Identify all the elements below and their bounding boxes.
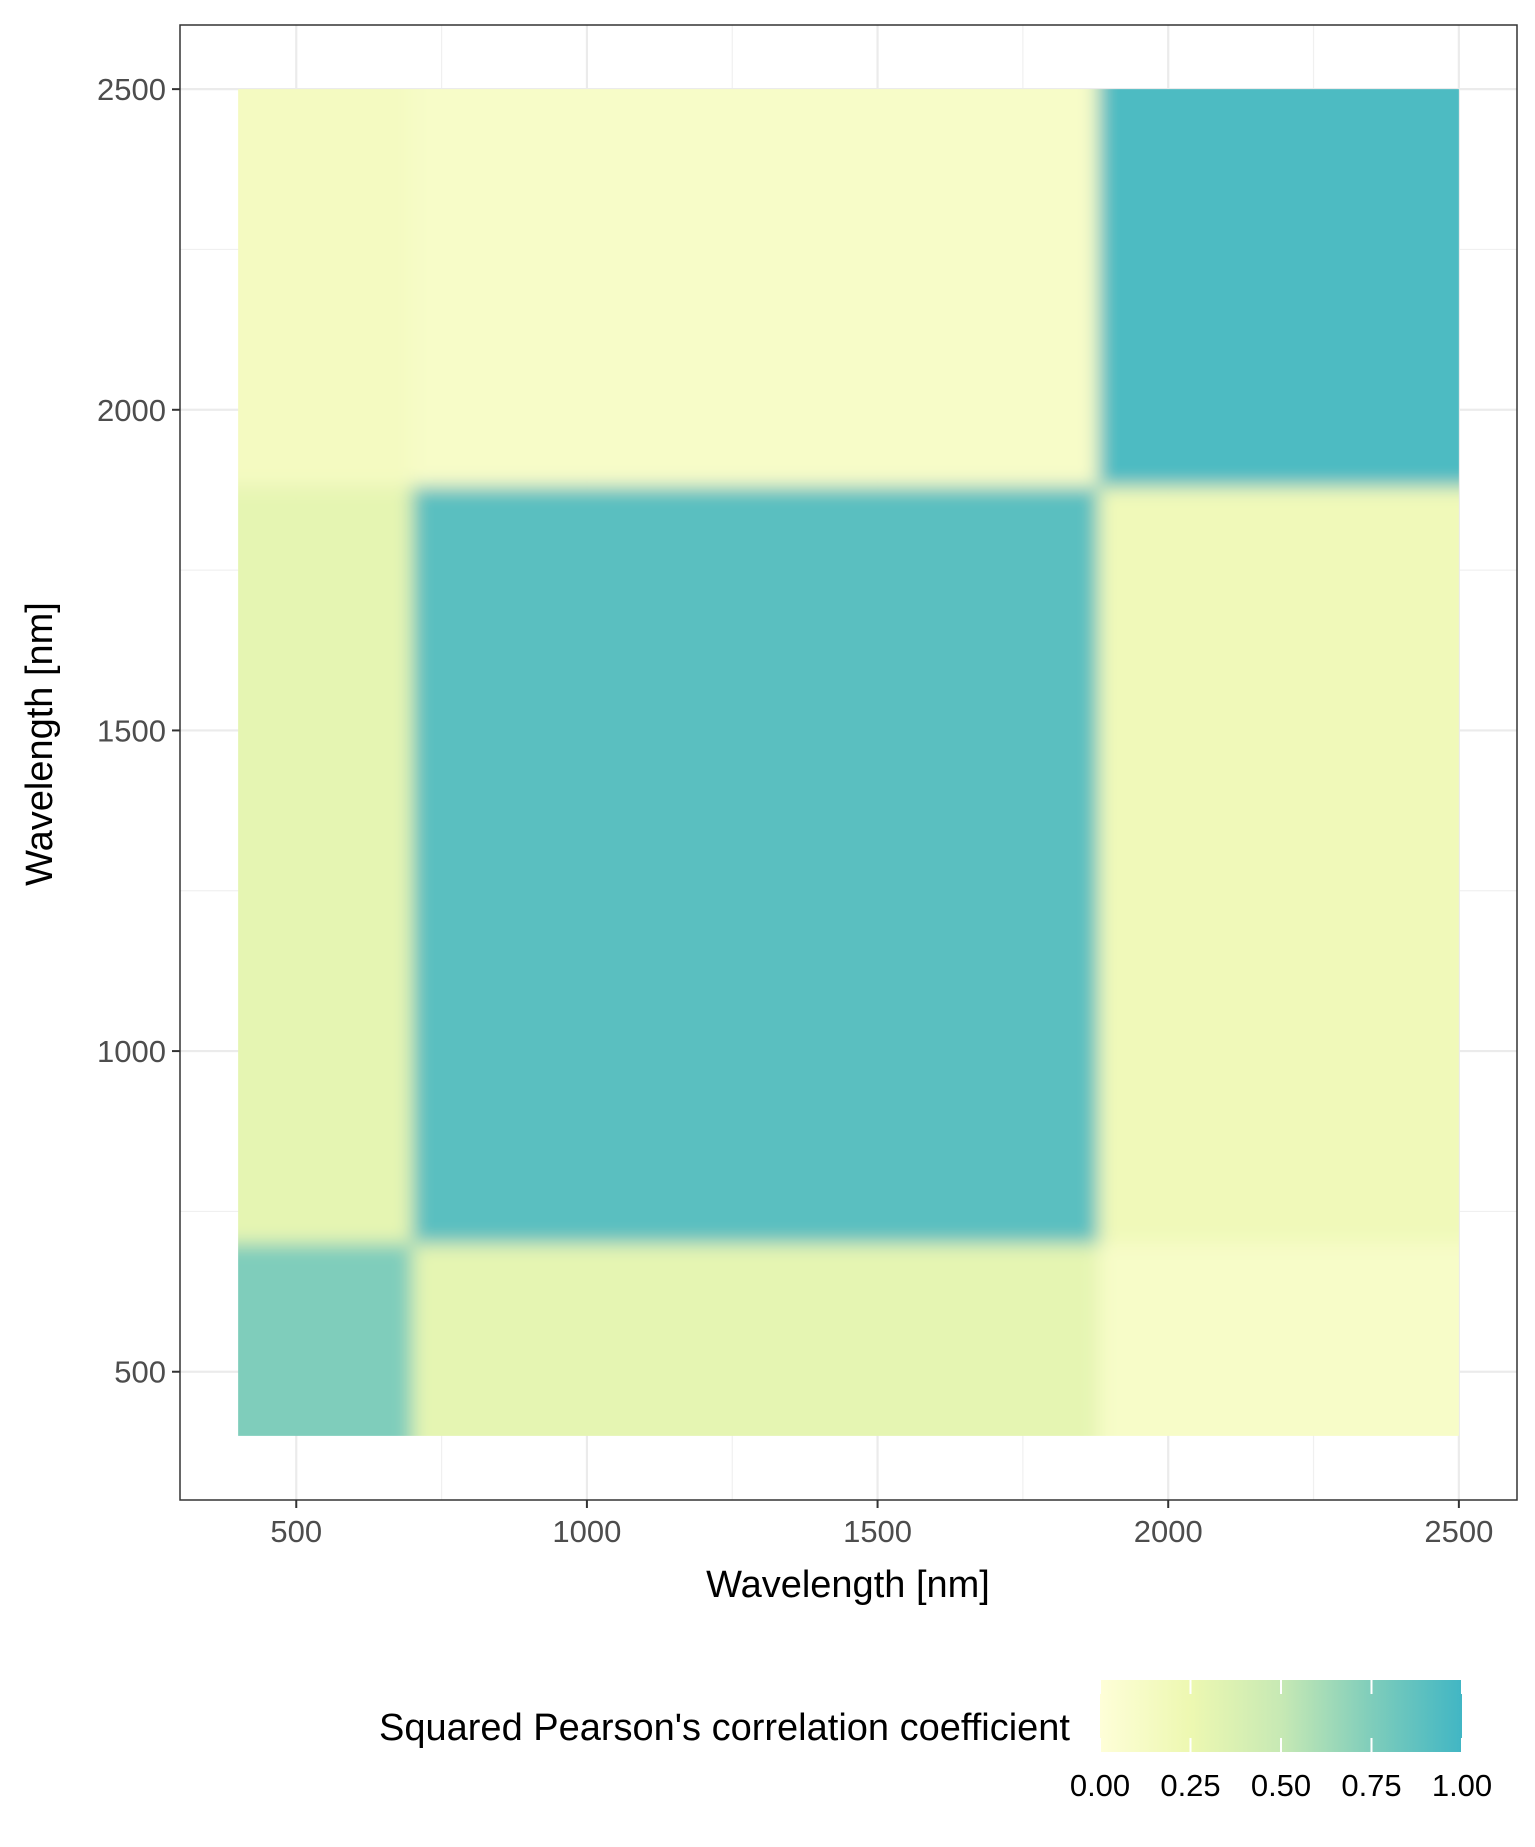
colorbar-tick-label: 0.75 [1341, 1768, 1401, 1803]
heatmap-block [412, 486, 1099, 1244]
heatmap-block [1098, 1243, 1459, 1436]
colorbar-tick-label: 0.25 [1160, 1768, 1220, 1803]
heatmap-blocks [238, 89, 1459, 1436]
colorbar-tick-label: 1.00 [1432, 1768, 1492, 1803]
x-tick-label: 2500 [1424, 1514, 1493, 1549]
y-tick-label: 1000 [97, 1034, 166, 1069]
x-tick-label: 1500 [843, 1514, 912, 1549]
y-tick-label: 1500 [97, 713, 166, 748]
y-tick-label: 500 [114, 1355, 166, 1390]
heatmap-block [1098, 89, 1459, 487]
x-tick-label: 1000 [552, 1514, 621, 1549]
axes: 500 1000 1500 2000 2500 500 1000 1500 2000 2500 [97, 72, 1493, 1549]
colorbar-tick-label: 0.50 [1251, 1768, 1311, 1803]
heatmap-block [412, 89, 1099, 487]
y-tick-label: 2500 [97, 72, 166, 107]
heatmap-block [238, 89, 413, 487]
heatmap-area [238, 89, 1459, 1436]
panel-border [179, 24, 1518, 1501]
heatmap-block [412, 1243, 1099, 1436]
x-tick-label: 500 [270, 1514, 322, 1549]
x-axis-label: Wavelength [nm] [706, 1564, 990, 1606]
y-tick-label: 2000 [97, 393, 166, 428]
colorbar-legend: Squared Pearson's correlation coefficien… [379, 1680, 1492, 1803]
heatmap-block [238, 486, 413, 1244]
heatmap-block [1098, 486, 1459, 1244]
x-tick-label: 2000 [1134, 1514, 1203, 1549]
heatmap-block [238, 1243, 413, 1436]
heatmap-cells [238, 89, 1459, 1436]
colorbar-tick-label: 0.00 [1070, 1768, 1130, 1803]
y-axis-label: Wavelength [nm] [19, 602, 61, 886]
colorbar-title: Squared Pearson's correlation coefficien… [379, 1707, 1070, 1749]
